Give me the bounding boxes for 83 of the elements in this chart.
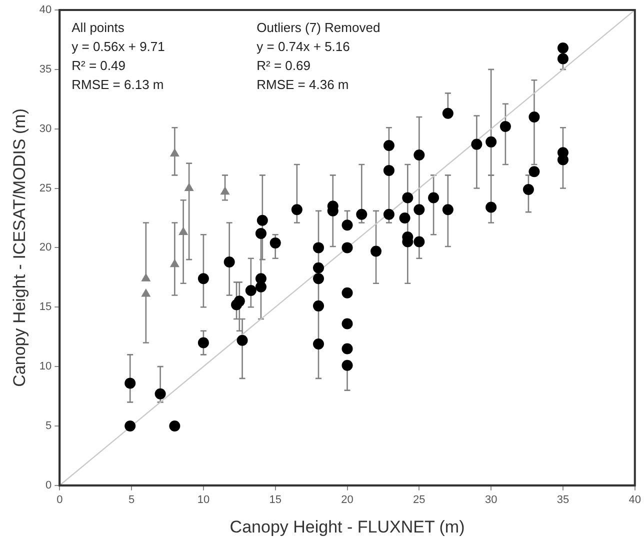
point <box>141 273 151 282</box>
point <box>342 318 353 330</box>
point <box>342 287 353 298</box>
annotation: R² = 0.69 <box>256 58 310 74</box>
point <box>178 226 188 235</box>
point <box>224 256 235 268</box>
y-tick-label: 35 <box>39 63 52 76</box>
point <box>500 120 511 132</box>
point <box>236 334 248 346</box>
y-tick-label: 20 <box>39 242 52 254</box>
point <box>198 337 209 348</box>
point <box>528 166 540 178</box>
point <box>402 192 414 204</box>
point <box>522 184 534 195</box>
point <box>414 204 425 216</box>
y-axis-title: Canopy Height - ICESAT/MODIS (m) <box>10 108 29 387</box>
point <box>428 192 440 204</box>
point <box>342 220 353 231</box>
annotation: RMSE = 6.13 m <box>72 77 164 92</box>
point <box>220 186 230 195</box>
point <box>383 164 394 176</box>
point <box>312 273 324 284</box>
point <box>291 204 302 216</box>
point <box>312 242 324 254</box>
point <box>169 420 180 432</box>
y-tick-label: 30 <box>39 122 52 135</box>
point <box>312 338 324 350</box>
point <box>383 208 394 220</box>
point <box>198 273 209 284</box>
point <box>245 284 256 296</box>
point <box>312 300 324 312</box>
point <box>370 246 382 257</box>
x-tick-label: 40 <box>628 494 642 506</box>
point <box>342 343 353 354</box>
point <box>486 202 497 213</box>
point <box>184 182 194 192</box>
annotation: RMSE = 4.36 m <box>256 77 349 92</box>
point <box>270 237 281 248</box>
point <box>141 288 151 297</box>
y-tick-label: 40 <box>39 4 52 16</box>
y-tick-label: 5 <box>46 420 52 432</box>
x-tick-label: 0 <box>56 494 63 506</box>
x-tick-label: 35 <box>556 494 570 506</box>
point <box>312 262 324 274</box>
point <box>399 212 410 224</box>
point <box>256 214 268 226</box>
point <box>342 360 353 371</box>
point <box>124 420 136 432</box>
point <box>234 296 245 307</box>
point <box>414 149 425 160</box>
point <box>557 42 568 54</box>
point <box>124 378 136 389</box>
x-tick-label: 30 <box>484 494 498 506</box>
x-tick-label: 5 <box>128 494 135 506</box>
annotation: Outliers (7) Removed <box>256 20 380 36</box>
point <box>414 236 425 248</box>
y-tick-label: 0 <box>46 479 52 492</box>
x-tick-label: 10 <box>197 494 210 506</box>
y-tick-label: 10 <box>39 360 52 373</box>
annotation: All points <box>72 20 125 36</box>
point <box>486 136 497 148</box>
point <box>170 258 180 268</box>
point <box>383 140 394 151</box>
point <box>442 108 454 119</box>
point <box>255 228 266 239</box>
x-axis-title: Canopy Height - FLUXNET (m) <box>230 517 465 536</box>
point <box>356 208 368 220</box>
x-tick-label: 20 <box>341 494 354 506</box>
y-tick-label: 15 <box>39 301 52 314</box>
annotation: R² = 0.49 <box>72 58 126 74</box>
x-tick-label: 25 <box>413 494 426 506</box>
y-tick-label: 25 <box>39 182 52 194</box>
point <box>170 148 180 157</box>
x-tick-label: 15 <box>269 494 282 506</box>
point <box>557 53 568 64</box>
point <box>154 388 166 400</box>
point <box>471 138 482 150</box>
annotation: y = 0.56x + 9.71 <box>72 39 165 54</box>
point <box>528 111 540 122</box>
annotation: y = 0.74x + 5.16 <box>256 39 350 54</box>
point <box>442 204 454 216</box>
point <box>342 242 353 254</box>
point <box>255 281 266 292</box>
